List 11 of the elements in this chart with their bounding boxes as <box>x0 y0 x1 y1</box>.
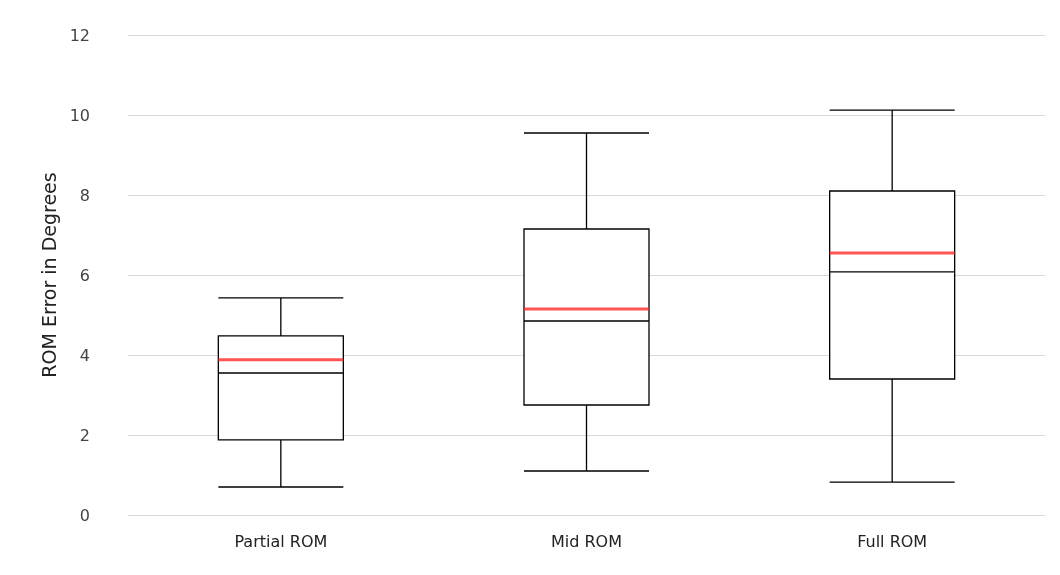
y-tick-label: 12 <box>69 25 90 45</box>
x-tick-label: Partial ROM <box>234 531 328 551</box>
y-axis-title: ROM Error in Degrees <box>38 172 61 378</box>
y-tick-label: 4 <box>79 345 90 365</box>
y-tick-label: 6 <box>79 265 90 285</box>
y-tick-label: 10 <box>69 105 90 125</box>
y-tick-label: 2 <box>79 425 90 445</box>
x-tick-label: Mid ROM <box>550 531 623 551</box>
y-tick-label: 8 <box>79 185 90 205</box>
y-tick-label: 0 <box>79 505 90 525</box>
x-tick-label: Full ROM <box>857 531 928 551</box>
